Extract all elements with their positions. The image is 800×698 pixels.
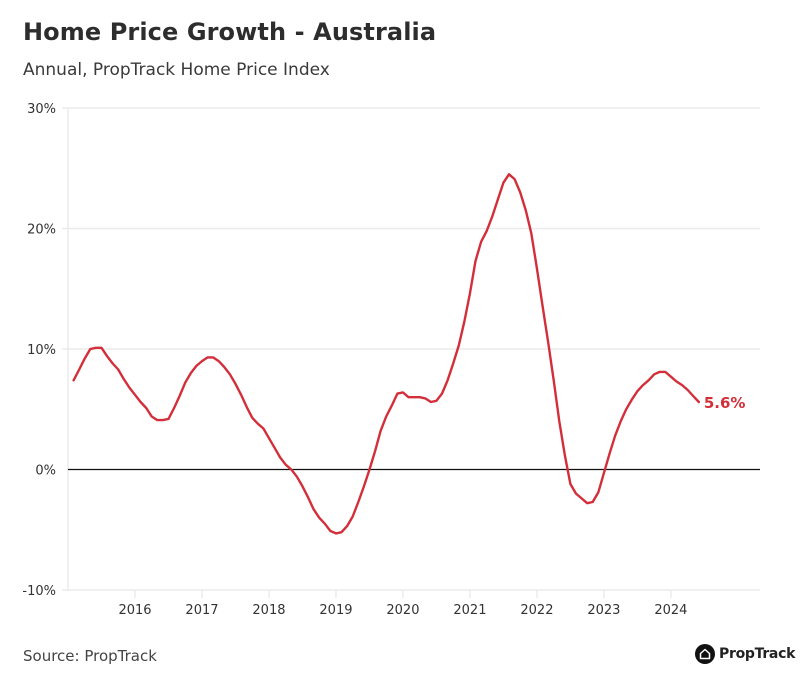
x-tick-label: 2023 (587, 603, 620, 618)
y-tick-label: 0% (35, 464, 56, 479)
y-tick-label: 30% (27, 102, 56, 117)
y-tick-label: 20% (27, 223, 56, 238)
x-axis: 2016 2017 2018 2019 2020 2021 2022 2023 2024 (118, 590, 687, 618)
x-tick-label: 2021 (453, 603, 486, 618)
x-tick-label: 2018 (252, 603, 285, 618)
y-axis: -10% 0% 10% 20% 30% (22, 102, 56, 599)
series-line-home-price-growth (72, 173, 700, 535)
end-value-label: 5.6% (704, 394, 746, 412)
grid-lines (62, 107, 760, 591)
house-icon (695, 644, 715, 664)
logo-text: PropTrack (719, 646, 796, 662)
x-tick-label: 2016 (118, 603, 151, 618)
x-tick-label: 2022 (520, 603, 553, 618)
x-tick-label: 2024 (654, 603, 687, 618)
chart-subtitle: Annual, PropTrack Home Price Index (23, 60, 330, 80)
y-tick-label: -10% (22, 584, 56, 599)
proptrack-logo: PropTrack (695, 644, 795, 664)
chart-title: Home Price Growth - Australia (23, 18, 437, 46)
x-tick-label: 2019 (319, 603, 352, 618)
y-tick-label: 10% (27, 343, 56, 358)
x-tick-label: 2017 (185, 603, 218, 618)
source-note: Source: PropTrack (23, 647, 157, 665)
x-tick-label: 2020 (386, 603, 419, 618)
